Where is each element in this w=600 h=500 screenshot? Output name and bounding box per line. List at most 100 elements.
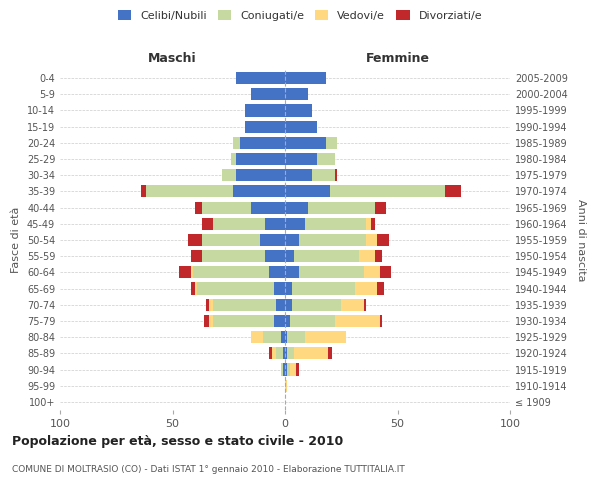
Bar (285, 234, 299, 246)
Bar (245, 104, 285, 117)
Bar (375, 250, 382, 262)
Bar (195, 282, 197, 294)
Bar (235, 72, 285, 84)
Bar (283, 348, 285, 360)
Bar (260, 234, 285, 246)
Bar (355, 282, 377, 294)
Bar (305, 331, 346, 343)
Bar (285, 298, 292, 311)
Bar (285, 72, 325, 84)
Bar (276, 348, 283, 360)
Bar (285, 250, 294, 262)
Bar (328, 348, 332, 360)
Bar (195, 202, 202, 213)
Bar (245, 120, 285, 132)
Bar (251, 202, 285, 213)
Bar (191, 266, 193, 278)
Bar (213, 298, 276, 311)
Bar (188, 234, 202, 246)
Bar (202, 218, 213, 230)
Bar (335, 315, 380, 327)
Bar (290, 364, 296, 376)
Bar (197, 282, 274, 294)
Bar (274, 282, 285, 294)
Bar (299, 266, 364, 278)
Bar (292, 298, 341, 311)
Bar (371, 218, 375, 230)
Bar (285, 282, 292, 294)
Bar (285, 169, 312, 181)
Legend: Celibi/Nubili, Coniugati/e, Vedovi/e, Divorziati/e: Celibi/Nubili, Coniugati/e, Vedovi/e, Di… (113, 6, 487, 25)
Bar (191, 282, 195, 294)
Bar (209, 315, 213, 327)
Bar (235, 169, 285, 181)
Bar (281, 364, 283, 376)
Text: Femmine: Femmine (365, 52, 430, 65)
Bar (375, 202, 386, 213)
Bar (285, 380, 287, 392)
Bar (191, 250, 202, 262)
Bar (290, 315, 335, 327)
Bar (269, 266, 285, 278)
Bar (287, 331, 305, 343)
Bar (285, 266, 299, 278)
Bar (285, 137, 325, 149)
Bar (141, 186, 146, 198)
Bar (287, 348, 294, 360)
Bar (305, 218, 366, 230)
Bar (251, 88, 285, 101)
Bar (276, 298, 285, 311)
Bar (204, 315, 209, 327)
Bar (287, 364, 290, 376)
Bar (274, 315, 285, 327)
Bar (364, 266, 380, 278)
Text: Popolazione per età, sesso e stato civile - 2010: Popolazione per età, sesso e stato civil… (12, 435, 343, 448)
Y-axis label: Anni di nascita: Anni di nascita (576, 198, 586, 281)
Bar (233, 137, 240, 149)
Bar (285, 88, 308, 101)
Bar (312, 169, 335, 181)
Bar (285, 186, 330, 198)
Bar (445, 186, 461, 198)
Bar (271, 348, 276, 360)
Bar (240, 137, 285, 149)
Bar (380, 315, 382, 327)
Bar (235, 153, 285, 165)
Bar (269, 348, 271, 360)
Text: Maschi: Maschi (148, 52, 197, 65)
Bar (377, 234, 389, 246)
Y-axis label: Fasce di età: Fasce di età (11, 207, 21, 273)
Bar (325, 137, 337, 149)
Bar (265, 250, 285, 262)
Bar (285, 315, 290, 327)
Bar (193, 266, 269, 278)
Bar (308, 202, 375, 213)
Bar (285, 331, 287, 343)
Bar (380, 266, 391, 278)
Bar (281, 331, 285, 343)
Bar (292, 282, 355, 294)
Bar (285, 104, 312, 117)
Bar (294, 250, 359, 262)
Bar (364, 298, 366, 311)
Bar (231, 153, 235, 165)
Bar (209, 298, 213, 311)
Bar (263, 331, 281, 343)
Bar (202, 234, 260, 246)
Bar (335, 169, 337, 181)
Bar (251, 331, 263, 343)
Bar (299, 234, 366, 246)
Bar (213, 218, 265, 230)
Bar (359, 250, 375, 262)
Bar (179, 266, 191, 278)
Bar (265, 218, 285, 230)
Bar (285, 153, 317, 165)
Bar (317, 153, 335, 165)
Bar (283, 364, 285, 376)
Bar (222, 169, 235, 181)
Bar (213, 315, 274, 327)
Bar (366, 234, 377, 246)
Text: COMUNE DI MOLTRASIO (CO) - Dati ISTAT 1° gennaio 2010 - Elaborazione TUTTITALIA.: COMUNE DI MOLTRASIO (CO) - Dati ISTAT 1°… (12, 465, 405, 474)
Bar (202, 250, 265, 262)
Bar (296, 364, 299, 376)
